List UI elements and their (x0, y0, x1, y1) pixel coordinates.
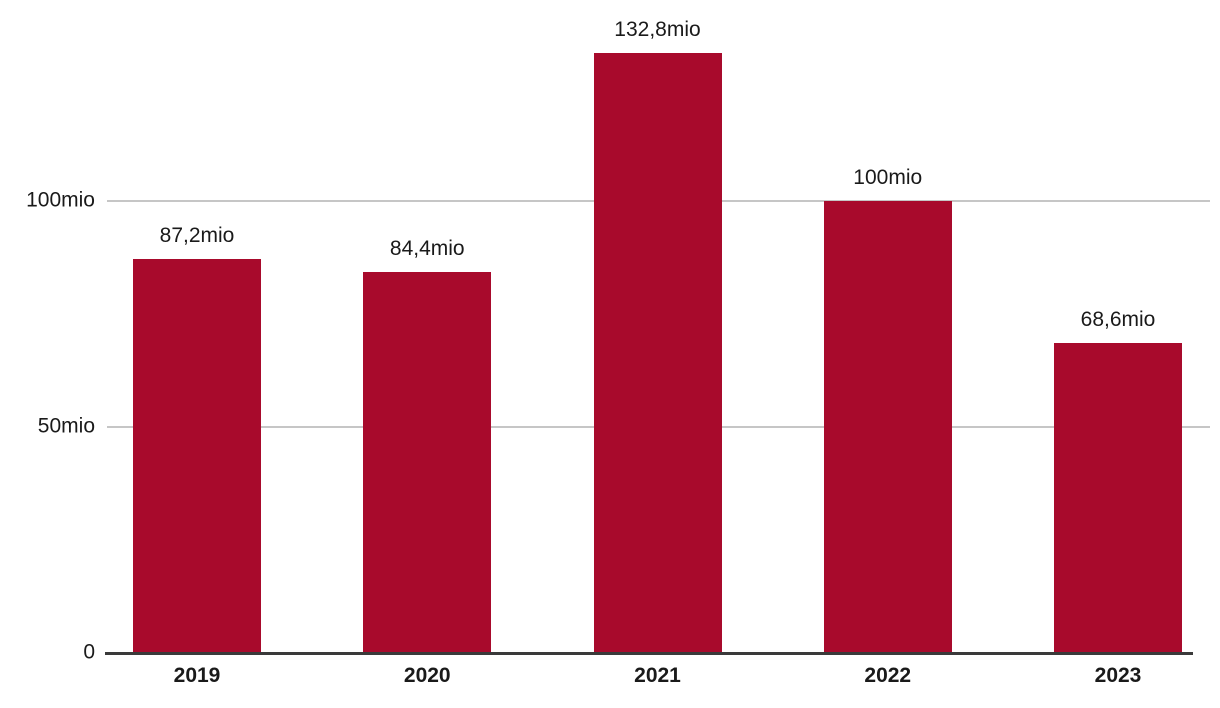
y-axis-tick-label: 100mio (26, 188, 95, 212)
x-axis-tick-label: 2021 (634, 664, 681, 687)
y-axis-tick-label: 0 (83, 640, 95, 664)
bar-2021 (593, 52, 722, 653)
bar-value-label: 100mio (853, 166, 923, 189)
bar-2020 (363, 271, 492, 653)
bar-value-label: 87,2mio (159, 223, 235, 247)
bar-2022 (823, 201, 952, 653)
x-axis-tick-label: 2020 (403, 664, 451, 687)
bar-value-label: 68,6mio (1080, 307, 1156, 331)
bar-value-label: 132,8mio (614, 17, 701, 41)
bar-value-label: 84,4mio (389, 236, 465, 260)
x-axis-tick-label: 2019 (173, 664, 221, 687)
bar-2019 (133, 258, 261, 653)
x-axis-tick-label: 2023 (1094, 664, 1142, 687)
x-axis-tick-label: 2022 (864, 664, 912, 687)
y-axis-tick-label: 50mio (37, 414, 95, 438)
bar-2023 (1054, 342, 1182, 653)
x-axis-line (105, 652, 1193, 655)
